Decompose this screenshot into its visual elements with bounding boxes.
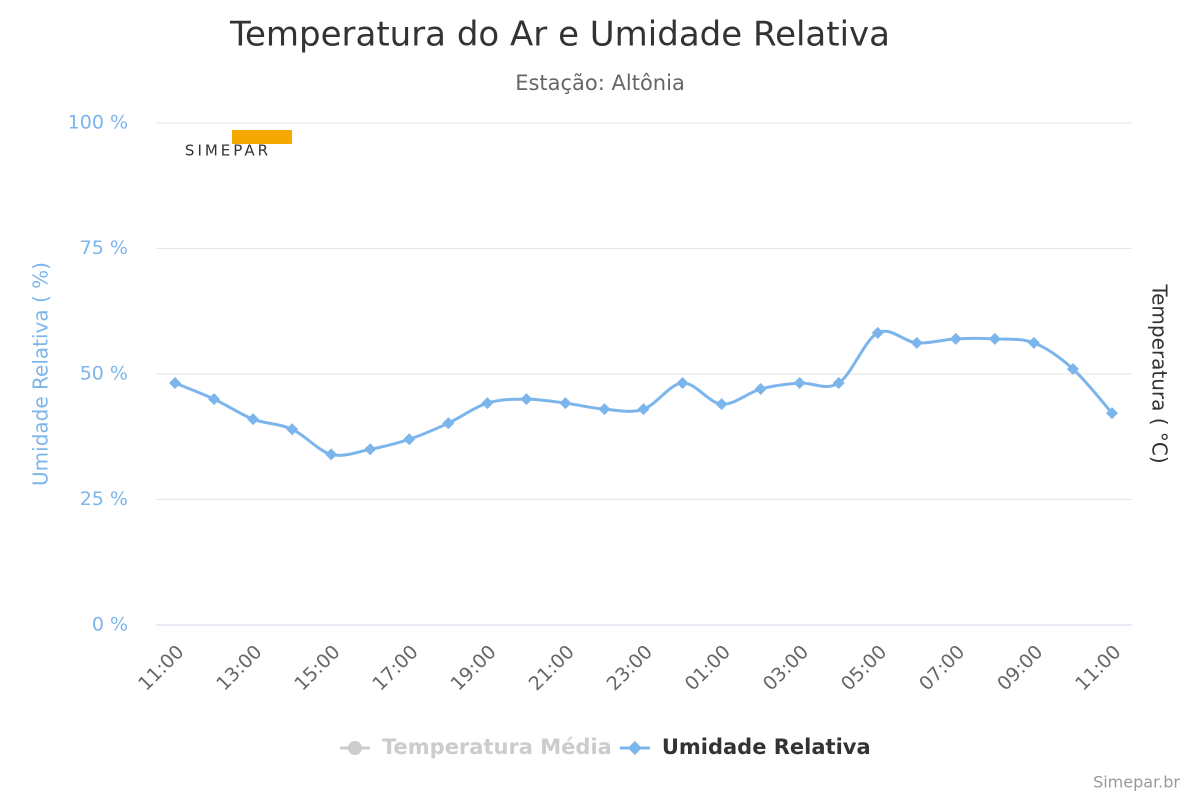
legend-label: Umidade Relativa [662,735,871,759]
point [793,377,806,390]
point [559,397,572,410]
point [1106,407,1118,420]
point [208,393,221,406]
x-tick-label: 21:00 [525,641,579,695]
legend-label: Temperatura Média [382,735,612,759]
point [598,403,611,416]
point [910,336,923,349]
point [442,417,455,430]
x-tick-label: 05:00 [837,641,891,695]
x-tick-label: 07:00 [915,641,969,695]
point [364,443,377,456]
line [174,329,1114,457]
y-tick-label: 100 % [68,112,128,134]
x-tick-label: 13:00 [212,641,266,695]
credit: Simepar.br [1093,773,1180,792]
y2-axis-title: Temperatura ( °C) [1148,283,1172,463]
logo-text: SIMEPAR [185,142,271,160]
point [403,433,416,446]
point [871,326,884,339]
point [754,383,767,396]
y-tick-label: 50 % [80,363,128,385]
x-tick-label: 17:00 [368,641,422,695]
logo: SIMEPAR [185,130,292,160]
point [949,332,962,345]
legend-item: Temperatura Média [340,735,612,759]
logo-block [232,130,292,144]
point [832,377,845,390]
x-tick-label: 23:00 [603,641,657,695]
x-tick-label: 03:00 [759,641,813,695]
x-tick-label: 15:00 [290,641,344,695]
legend-symbol [627,741,642,755]
x-tick-label: 19:00 [446,641,500,695]
chart-title: Temperatura do Ar e Umidade Relativa [229,15,890,55]
point [637,403,650,416]
x-tick-label: 09:00 [993,641,1047,695]
x-tick-label: 11:00 [1071,641,1125,695]
point [481,397,494,410]
legend-item: Umidade Relativa [619,735,871,759]
y-axis-title: Umidade Relativa ( %) [29,262,53,486]
point [169,377,181,390]
point [988,332,1001,345]
point [286,423,299,436]
y-tick-label: 25 % [80,488,128,510]
x-tick-label: 11:00 [134,641,188,695]
chart-subtitle: Estação: Altônia [515,71,685,95]
point [520,393,533,406]
point [676,377,689,390]
x-tick-label: 01:00 [681,641,735,695]
point [1027,336,1040,349]
point [715,398,728,411]
point [1066,362,1079,375]
point [247,413,260,426]
y-tick-label: 0 % [92,614,128,636]
y-tick-label: 75 % [80,237,128,259]
legend-symbol [348,741,362,755]
point [325,448,338,461]
